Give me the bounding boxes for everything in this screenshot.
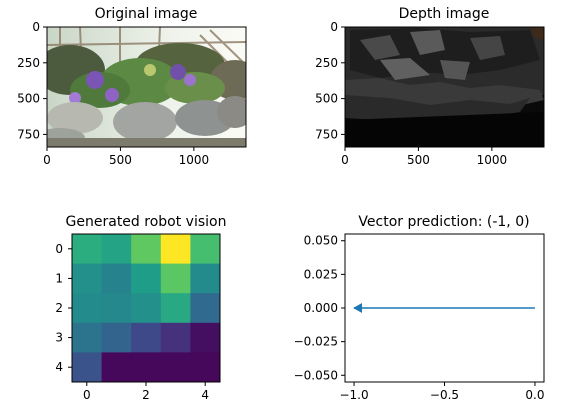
- x-tick-label: 4: [201, 388, 209, 402]
- y-tick-label: 0.025: [304, 267, 338, 281]
- heatmap-cell: [131, 263, 162, 294]
- depth-image-axes: 0 500 1000 0 250 500 750: [315, 20, 507, 167]
- y-tick-label: 3: [55, 331, 63, 345]
- robot-vision-heatmap: [72, 234, 221, 383]
- y-tick-label: 0.000: [304, 301, 338, 315]
- x-tick-label: 0: [43, 153, 51, 167]
- robot-vision-panel: Generated robot vision 0 2 4 0 1 2 3 4: [55, 214, 226, 402]
- x-tick-label: 500: [407, 153, 430, 167]
- heatmap-cell: [101, 322, 132, 353]
- heatmap-cell: [160, 352, 191, 383]
- vector-prediction-title: Vector prediction: (-1, 0): [358, 214, 529, 230]
- robot-vision-axes: 0 2 4 0 1 2 3 4: [55, 242, 209, 402]
- y-tick-label: 1: [55, 271, 63, 285]
- heatmap-cell: [101, 293, 132, 324]
- x-tick-label: 0.0: [525, 388, 544, 402]
- y-tick-label: 0: [32, 20, 40, 34]
- x-tick-label: 500: [109, 153, 132, 167]
- heatmap-cell: [131, 293, 162, 324]
- heatmap-cell: [190, 234, 221, 265]
- heatmap-cell: [160, 234, 191, 265]
- heatmap-cell: [190, 293, 221, 324]
- y-tick-label: 0.050: [304, 234, 338, 248]
- depth-image-title: Depth image: [399, 6, 490, 22]
- vector-prediction-axes: −1.0 −0.5 0.0 0.050 0.025 0.000 −0.025 −0.050: [294, 234, 545, 402]
- x-tick-label: 0: [341, 153, 349, 167]
- vector-prediction-plot: [353, 303, 535, 313]
- x-tick-label: 1000: [179, 153, 210, 167]
- heatmap-cell: [72, 234, 103, 265]
- original-image-axes: 0 500 1000 0 250 500 750: [17, 20, 209, 167]
- y-tick-label: 500: [315, 92, 338, 106]
- y-tick-label: 750: [315, 127, 338, 141]
- x-tick-label: −0.5: [430, 388, 459, 402]
- heatmap-cell: [72, 293, 103, 324]
- robot-vision-title: Generated robot vision: [66, 214, 227, 230]
- y-tick-label: −0.025: [294, 335, 338, 349]
- original-image-title: Original image: [95, 6, 198, 22]
- depth-image-panel: Depth image 0 500 1000 0 250 500 750: [315, 6, 545, 167]
- heatmap-cell: [160, 322, 191, 353]
- y-tick-label: 750: [17, 127, 40, 141]
- heatmap-cell: [190, 352, 221, 383]
- original-image-panel: Original image: [17, 6, 247, 167]
- y-tick-label: 0: [330, 20, 338, 34]
- x-tick-label: 1000: [477, 153, 508, 167]
- x-tick-label: −1.0: [339, 388, 368, 402]
- x-tick-label: 2: [142, 388, 150, 402]
- heatmap-cell: [72, 322, 103, 353]
- vector-prediction-panel: Vector prediction: (-1, 0) −1.0 −0.5 0.0 0.…: [294, 214, 545, 402]
- heatmap-cell: [101, 234, 132, 265]
- heatmap-cell: [160, 293, 191, 324]
- original-image-photo: [47, 27, 246, 147]
- heatmap-cell: [131, 234, 162, 265]
- heatmap-cell: [160, 263, 191, 294]
- heatmap-cell: [72, 263, 103, 294]
- y-tick-label: 250: [17, 56, 40, 70]
- y-tick-label: 2: [55, 301, 63, 315]
- y-tick-label: 250: [315, 56, 338, 70]
- heatmap-cell: [101, 263, 132, 294]
- y-tick-label: 4: [55, 360, 63, 374]
- y-tick-label: 0: [55, 242, 63, 256]
- depth-image-map: [345, 27, 544, 147]
- heatmap-cell: [190, 322, 221, 353]
- heatmap-cell: [72, 352, 103, 383]
- x-tick-label: 0: [83, 388, 91, 402]
- heatmap-cell: [101, 352, 132, 383]
- vector-arrow-marker: [353, 303, 363, 313]
- heatmap-cell: [131, 352, 162, 383]
- y-tick-label: 500: [17, 92, 40, 106]
- y-tick-label: −0.050: [294, 368, 338, 382]
- heatmap-cell: [190, 263, 221, 294]
- heatmap-cell: [131, 322, 162, 353]
